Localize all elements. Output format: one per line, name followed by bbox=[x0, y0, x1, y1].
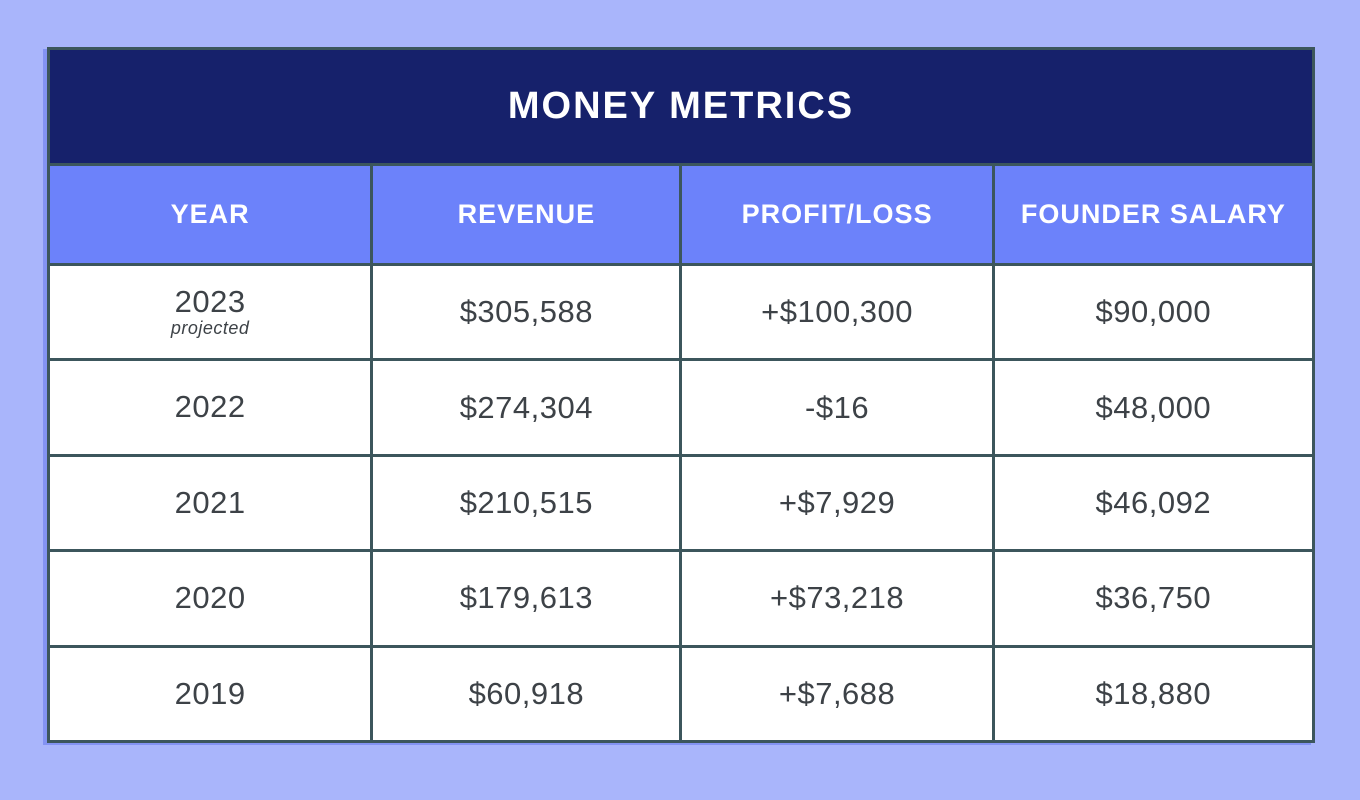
table-row: 2019 $60,918 +$7,688 $18,880 bbox=[46, 644, 1316, 744]
year-value: 2023 bbox=[174, 283, 246, 319]
header-row: YEAR REVENUE PROFIT/LOSS FOUNDER SALARY bbox=[46, 163, 1316, 266]
profit-loss-cell: +$73,218 bbox=[679, 549, 995, 648]
column-header-year: YEAR bbox=[46, 163, 374, 266]
year-cell: 2021 bbox=[46, 453, 374, 553]
profit-loss-cell: -$16 bbox=[679, 358, 995, 457]
revenue-value: $274,304 bbox=[459, 389, 593, 425]
revenue-value: $305,588 bbox=[459, 294, 593, 330]
year-value: 2021 bbox=[174, 484, 246, 520]
metrics-table: YEAR REVENUE PROFIT/LOSS FOUNDER SALARY … bbox=[46, 163, 1316, 744]
table-title-bar: MONEY METRICS bbox=[47, 47, 1315, 163]
profit-loss-value: -$16 bbox=[805, 389, 870, 425]
year-value: 2020 bbox=[174, 580, 246, 616]
profit-loss-value: +$7,929 bbox=[778, 484, 896, 520]
revenue-cell: $274,304 bbox=[370, 358, 683, 457]
table-title: MONEY METRICS bbox=[507, 85, 855, 127]
revenue-value: $210,515 bbox=[459, 484, 593, 520]
year-cell: 2022 bbox=[46, 358, 374, 457]
table-row: 2020 $179,613 +$73,218 $36,750 bbox=[46, 549, 1316, 648]
year-value: 2019 bbox=[174, 675, 246, 711]
founder-salary-value: $90,000 bbox=[1095, 294, 1212, 330]
revenue-cell: $179,613 bbox=[370, 549, 683, 648]
year-value: 2022 bbox=[174, 389, 246, 425]
founder-salary-value: $48,000 bbox=[1095, 389, 1212, 425]
revenue-cell: $60,918 bbox=[370, 644, 683, 744]
profit-loss-cell: +$7,929 bbox=[679, 453, 995, 553]
table-row: 2022 $274,304 -$16 $48,000 bbox=[46, 358, 1316, 457]
profit-loss-value: +$73,218 bbox=[769, 580, 905, 616]
column-header-founder-salary: FOUNDER SALARY bbox=[991, 163, 1316, 266]
column-header-revenue: REVENUE bbox=[370, 163, 683, 266]
founder-salary-value: $46,092 bbox=[1095, 484, 1212, 520]
revenue-cell: $305,588 bbox=[370, 262, 683, 362]
column-header-profit-loss: PROFIT/LOSS bbox=[679, 163, 995, 266]
founder-salary-value: $36,750 bbox=[1095, 580, 1212, 616]
founder-salary-cell: $36,750 bbox=[991, 549, 1316, 648]
founder-salary-cell: $18,880 bbox=[991, 644, 1316, 744]
table-row: 2023 projected $305,588 +$100,300 $90,00… bbox=[46, 262, 1316, 362]
founder-salary-cell: $48,000 bbox=[991, 358, 1316, 457]
table-row: 2021 $210,515 +$7,929 $46,092 bbox=[46, 453, 1316, 553]
revenue-value: $60,918 bbox=[468, 675, 585, 711]
year-cell: 2020 bbox=[46, 549, 374, 648]
profit-loss-value: +$100,300 bbox=[761, 294, 914, 330]
money-metrics-table: MONEY METRICS YEAR REVENUE PROFIT/LOSS F… bbox=[46, 47, 1316, 744]
revenue-value: $179,613 bbox=[459, 580, 593, 616]
table-body: 2023 projected $305,588 +$100,300 $90,00… bbox=[46, 262, 1316, 744]
founder-salary-cell: $46,092 bbox=[991, 453, 1316, 553]
founder-salary-cell: $90,000 bbox=[991, 262, 1316, 362]
profit-loss-cell: +$100,300 bbox=[679, 262, 995, 362]
profit-loss-value: +$7,688 bbox=[778, 675, 896, 711]
revenue-cell: $210,515 bbox=[370, 453, 683, 553]
year-cell: 2023 projected bbox=[46, 262, 374, 362]
year-cell: 2019 bbox=[46, 644, 374, 744]
year-note: projected bbox=[170, 318, 250, 339]
profit-loss-cell: +$7,688 bbox=[679, 644, 995, 744]
founder-salary-value: $18,880 bbox=[1095, 675, 1212, 711]
